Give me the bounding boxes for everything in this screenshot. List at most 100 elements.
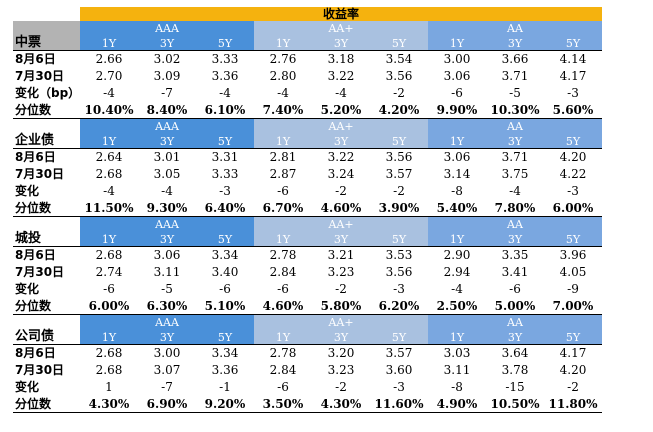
tenor-label: 5Y <box>217 233 233 246</box>
value-cell: 2.70 <box>95 69 123 83</box>
value-cell: 2.68 <box>95 167 123 181</box>
value-cell: 3.53 <box>385 248 413 262</box>
value-cell: 11.80% <box>548 396 598 411</box>
section-qiye: 企业债 AAA 1Y 3Y 5Y AA+ 1Y 3Y 5Y AA 1Y 3Y 5Y 8月6日 2.64 3.0… <box>13 119 602 217</box>
tenor-label: 1Y <box>101 233 117 246</box>
rating-band-aap: AA+ 1Y 3Y 5Y <box>254 217 428 246</box>
tenor-label: 1Y <box>275 331 291 344</box>
tenor-label: 5Y <box>565 233 581 246</box>
value-cell: 4.05 <box>559 265 587 279</box>
value-cell: -6 <box>277 380 289 394</box>
tenor-label: 1Y <box>449 233 465 246</box>
value-cell: 5.20% <box>320 102 362 117</box>
tenor-label: 1Y <box>449 331 465 344</box>
tenor-label: 3Y <box>159 233 175 246</box>
value-cell: 3.75 <box>501 167 529 181</box>
value-cell: 3.24 <box>327 167 355 181</box>
rating-label: AA+ <box>328 218 354 231</box>
value-cell: -5 <box>161 282 173 296</box>
value-cell: 6.40% <box>204 200 246 215</box>
tenor-labels: 1Y 3Y 5Y <box>428 37 602 51</box>
tenor-label: 3Y <box>159 331 175 344</box>
value-cell: 11.60% <box>374 396 424 411</box>
value-cell: 3.20 <box>327 346 355 360</box>
row-label: 变化（bp） <box>15 86 80 100</box>
value-cell: 3.02 <box>153 52 181 66</box>
table-row: 分位数 6.00% 6.30% 5.10% 4.60% 5.80% 6.20% 2.50% 5.… <box>13 298 602 315</box>
value-cell: 3.78 <box>501 363 529 377</box>
value-cell: 2.68 <box>95 363 123 377</box>
value-cell: 3.60 <box>385 363 413 377</box>
tenor-labels: 1Y 3Y 5Y <box>80 331 254 345</box>
rating-band-aa: AA 1Y 3Y 5Y <box>428 217 602 246</box>
table-row: 7月30日 2.74 3.11 3.40 2.84 3.23 3.56 2.94 3.41 4.0… <box>13 264 602 281</box>
section-gongsi: 公司债 AAA 1Y 3Y 5Y AA+ 1Y 3Y 5Y AA 1Y 3Y 5Y 8月6日 2.68 3.0… <box>13 315 602 413</box>
rating-band-aa: AA 1Y 3Y 5Y <box>428 119 602 148</box>
rating-label: AA <box>507 22 523 35</box>
value-cell: -3 <box>567 86 579 100</box>
value-cell: 4.20% <box>378 102 420 117</box>
value-cell: 8.40% <box>146 102 188 117</box>
row-label: 7月30日 <box>15 167 65 181</box>
rating-band-aaa: AAA 1Y 3Y 5Y <box>80 21 254 50</box>
value-cell: 2.90 <box>443 248 471 262</box>
value-cell: 3.71 <box>501 69 529 83</box>
rating-label: AAA <box>155 120 179 133</box>
rating-band-aap: AA+ 1Y 3Y 5Y <box>254 119 428 148</box>
value-cell: 2.68 <box>95 346 123 360</box>
table-row: 变化 -4 -4 -3 -6 -2 -2 -8 -4 -3 <box>13 183 602 200</box>
value-cell: 2.76 <box>269 52 297 66</box>
tenor-label: 1Y <box>449 37 465 50</box>
value-cell: 2.78 <box>269 346 297 360</box>
tenor-label: 1Y <box>101 331 117 344</box>
row-label: 8月6日 <box>15 150 56 164</box>
value-cell: -2 <box>335 184 347 198</box>
value-cell: 5.60% <box>552 102 594 117</box>
value-cell: -1 <box>219 380 231 394</box>
value-cell: 2.87 <box>269 167 297 181</box>
value-cell: 10.50% <box>490 396 540 411</box>
tenor-label: 1Y <box>101 37 117 50</box>
tenor-label: 1Y <box>275 233 291 246</box>
value-cell: 2.68 <box>95 248 123 262</box>
value-cell: 3.06 <box>443 150 471 164</box>
row-label: 分位数 <box>15 102 52 117</box>
rating-label: AA+ <box>328 316 354 329</box>
value-cell: 3.64 <box>501 346 529 360</box>
title-spacer <box>13 7 80 21</box>
value-cell: 2.66 <box>95 52 123 66</box>
value-cell: 4.17 <box>559 346 587 360</box>
table-row: 8月6日 2.68 3.00 3.34 2.78 3.20 3.57 3.03 3.64 4.17 <box>13 345 602 362</box>
tenor-labels: 1Y 3Y 5Y <box>80 37 254 51</box>
value-cell: -4 <box>103 86 115 100</box>
value-cell: 3.05 <box>153 167 181 181</box>
row-label: 8月6日 <box>15 346 56 360</box>
table-row: 7月30日 2.68 3.05 3.33 2.87 3.24 3.57 3.14 3.75 4.2… <box>13 166 602 183</box>
tenor-label: 3Y <box>159 37 175 50</box>
value-cell: 1 <box>105 380 113 394</box>
tenor-label: 1Y <box>449 135 465 148</box>
value-cell: -6 <box>219 282 231 296</box>
value-cell: 3.11 <box>443 363 471 377</box>
value-cell: -6 <box>509 282 521 296</box>
rating-label: AA+ <box>328 22 354 35</box>
section-header: 中票 AAA 1Y 3Y 5Y AA+ 1Y 3Y 5Y AA 1Y 3Y 5Y <box>13 21 602 51</box>
value-cell: 11.50% <box>84 200 134 215</box>
value-cell: 10.30% <box>490 102 540 117</box>
value-cell: 3.33 <box>211 52 239 66</box>
value-cell: 2.64 <box>95 150 123 164</box>
tenor-label: 3Y <box>507 135 523 148</box>
tenor-label: 5Y <box>217 135 233 148</box>
value-cell: 4.14 <box>559 52 587 66</box>
value-cell: 2.74 <box>95 265 123 279</box>
tenor-label: 3Y <box>333 37 349 50</box>
value-cell: 2.81 <box>269 150 297 164</box>
value-cell: 3.57 <box>385 167 413 181</box>
row-label: 8月6日 <box>15 248 56 262</box>
value-cell: -7 <box>161 380 173 394</box>
value-cell: 3.34 <box>211 346 239 360</box>
value-cell: -8 <box>451 380 463 394</box>
value-cell: -4 <box>277 86 289 100</box>
value-cell: -8 <box>451 184 463 198</box>
table-row: 7月30日 2.70 3.09 3.36 2.80 3.22 3.56 3.06 3.71 4.1… <box>13 68 602 85</box>
